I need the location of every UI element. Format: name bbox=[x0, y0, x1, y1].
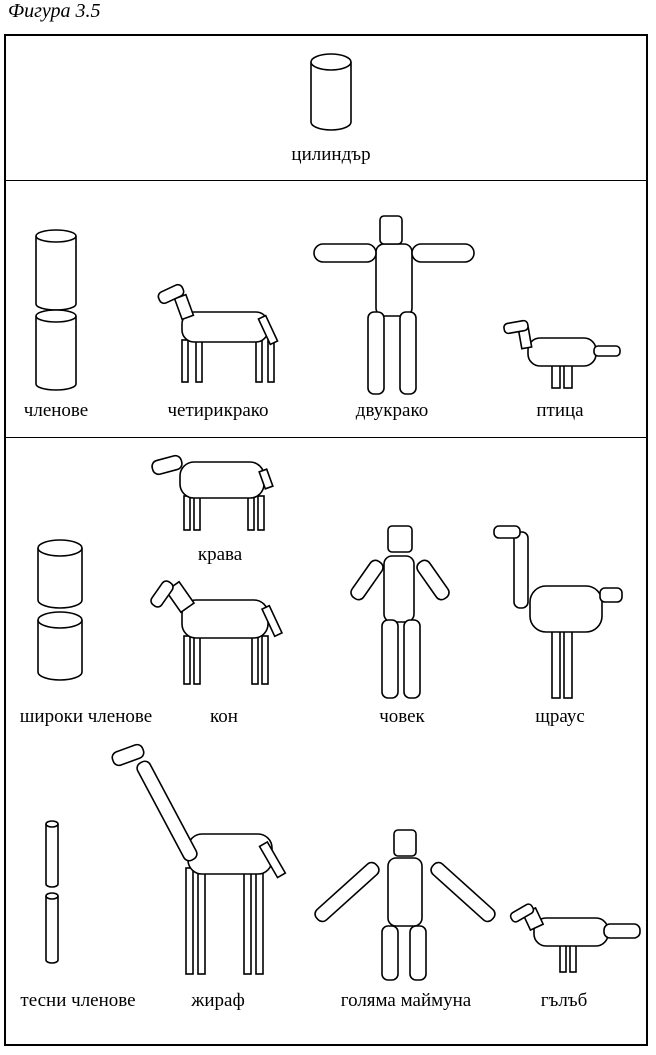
label-ape: голяма маймуна bbox=[340, 990, 472, 1011]
cow-shape bbox=[151, 454, 274, 531]
giraffe-shape bbox=[111, 743, 287, 975]
label-cow: крава bbox=[197, 544, 243, 565]
figure-frame bbox=[4, 34, 648, 1046]
label-horse: кон bbox=[210, 706, 238, 727]
dove-shape bbox=[509, 903, 641, 973]
label-dove: гълъб bbox=[540, 990, 588, 1011]
figure-caption: Фигура 3.5 bbox=[8, 0, 101, 22]
label-biped: двукрако bbox=[355, 400, 429, 421]
section-divider-bottom bbox=[4, 437, 648, 438]
wide-members-shape bbox=[37, 539, 83, 681]
human-shape bbox=[350, 525, 450, 699]
horse-shape bbox=[150, 580, 284, 685]
label-quadruped: четирикрако bbox=[167, 400, 269, 421]
label-narrow-members: тесни членове bbox=[20, 990, 136, 1011]
biped-shape bbox=[313, 215, 475, 395]
members-shape bbox=[35, 229, 77, 391]
label-bird: птица bbox=[536, 400, 584, 421]
bird-shape bbox=[503, 319, 621, 389]
label-ostrich: щраус bbox=[535, 706, 585, 727]
label-giraffe: жираф bbox=[191, 990, 245, 1011]
ape-shape bbox=[314, 829, 496, 981]
narrow-members-shape bbox=[45, 820, 59, 964]
label-human: човек bbox=[379, 706, 425, 727]
label-cylinder: цилиндър bbox=[291, 144, 371, 165]
cylinder-shape bbox=[310, 53, 352, 131]
label-members: членове bbox=[23, 400, 89, 421]
section-divider-top bbox=[4, 180, 648, 181]
ostrich-shape bbox=[493, 525, 623, 699]
label-wide-members: широки членове bbox=[19, 706, 153, 727]
quadruped-shape bbox=[157, 283, 279, 383]
